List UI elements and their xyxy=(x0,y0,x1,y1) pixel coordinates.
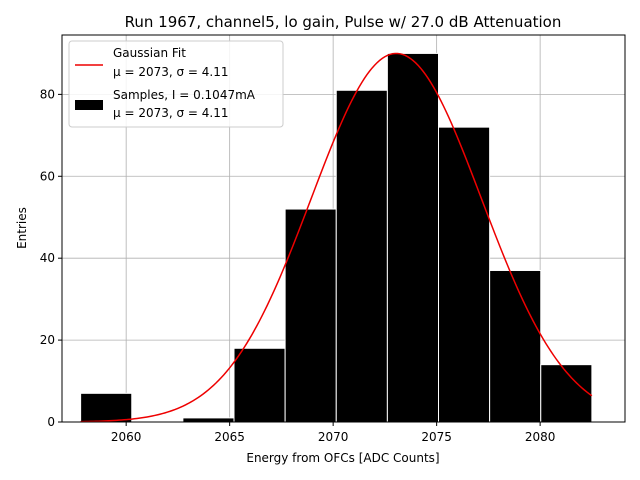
chart-title: Run 1967, channel5, lo gain, Pulse w/ 27… xyxy=(125,13,562,31)
legend-samples-stats: μ = 2073, σ = 4.11 xyxy=(113,106,229,120)
histogram-bar xyxy=(540,364,593,423)
histogram-bar xyxy=(182,417,235,423)
y-axis-label: Entries xyxy=(15,207,29,249)
x-tick-label: 2070 xyxy=(318,430,349,444)
y-tick-label: 60 xyxy=(40,169,55,183)
legend-box xyxy=(68,40,284,128)
histogram-bar xyxy=(438,126,491,423)
plot-frame xyxy=(61,34,626,423)
histogram-bar xyxy=(284,208,337,423)
y-axis-ticks: 0 20 40 60 80 xyxy=(40,87,62,429)
histogram-bar xyxy=(489,269,542,423)
legend-fit-label: Gaussian Fit xyxy=(113,46,186,60)
x-axis-label: Energy from OFCs [ADC Counts] xyxy=(246,451,439,465)
y-tick-label: 20 xyxy=(40,333,55,347)
legend-fit-stats: μ = 2073, σ = 4.11 xyxy=(113,65,229,79)
y-tick-label: 0 xyxy=(47,415,55,429)
legend: Gaussian Fit μ = 2073, σ = 4.11 Samples,… xyxy=(68,40,284,128)
fit-curve xyxy=(80,52,593,423)
y-tick-label: 40 xyxy=(40,251,55,265)
gaussian-fit xyxy=(80,52,593,423)
y-tick-label: 80 xyxy=(40,87,55,101)
x-tick-label: 2080 xyxy=(525,430,556,444)
histogram-bar xyxy=(80,392,133,423)
histogram-bar xyxy=(335,89,388,423)
x-tick-label: 2065 xyxy=(214,430,245,444)
x-axis-ticks: 2060 2065 2070 2075 2080 xyxy=(111,422,556,444)
legend-samples-label: Samples, I = 0.1047mA xyxy=(113,88,256,102)
x-tick-label: 2075 xyxy=(421,430,452,444)
histogram-bar xyxy=(386,52,440,423)
x-tick-label: 2060 xyxy=(111,430,142,444)
legend-samples-patch xyxy=(75,100,103,110)
histogram-bars xyxy=(80,52,593,423)
histogram-bar xyxy=(233,347,286,423)
